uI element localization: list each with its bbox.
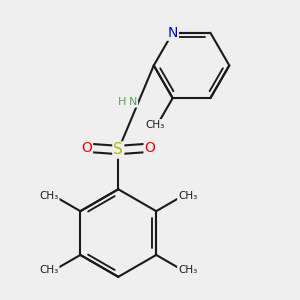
Text: N: N xyxy=(129,97,137,107)
Text: CH₃: CH₃ xyxy=(39,266,58,275)
Text: CH₃: CH₃ xyxy=(39,191,58,201)
Text: CH₃: CH₃ xyxy=(178,191,197,201)
Text: S: S xyxy=(113,142,123,158)
Text: CH₃: CH₃ xyxy=(178,266,197,275)
Text: CH₃: CH₃ xyxy=(145,120,164,130)
Text: H: H xyxy=(118,97,127,107)
Text: O: O xyxy=(145,141,155,155)
Text: N: N xyxy=(167,26,178,40)
Text: O: O xyxy=(81,141,92,155)
